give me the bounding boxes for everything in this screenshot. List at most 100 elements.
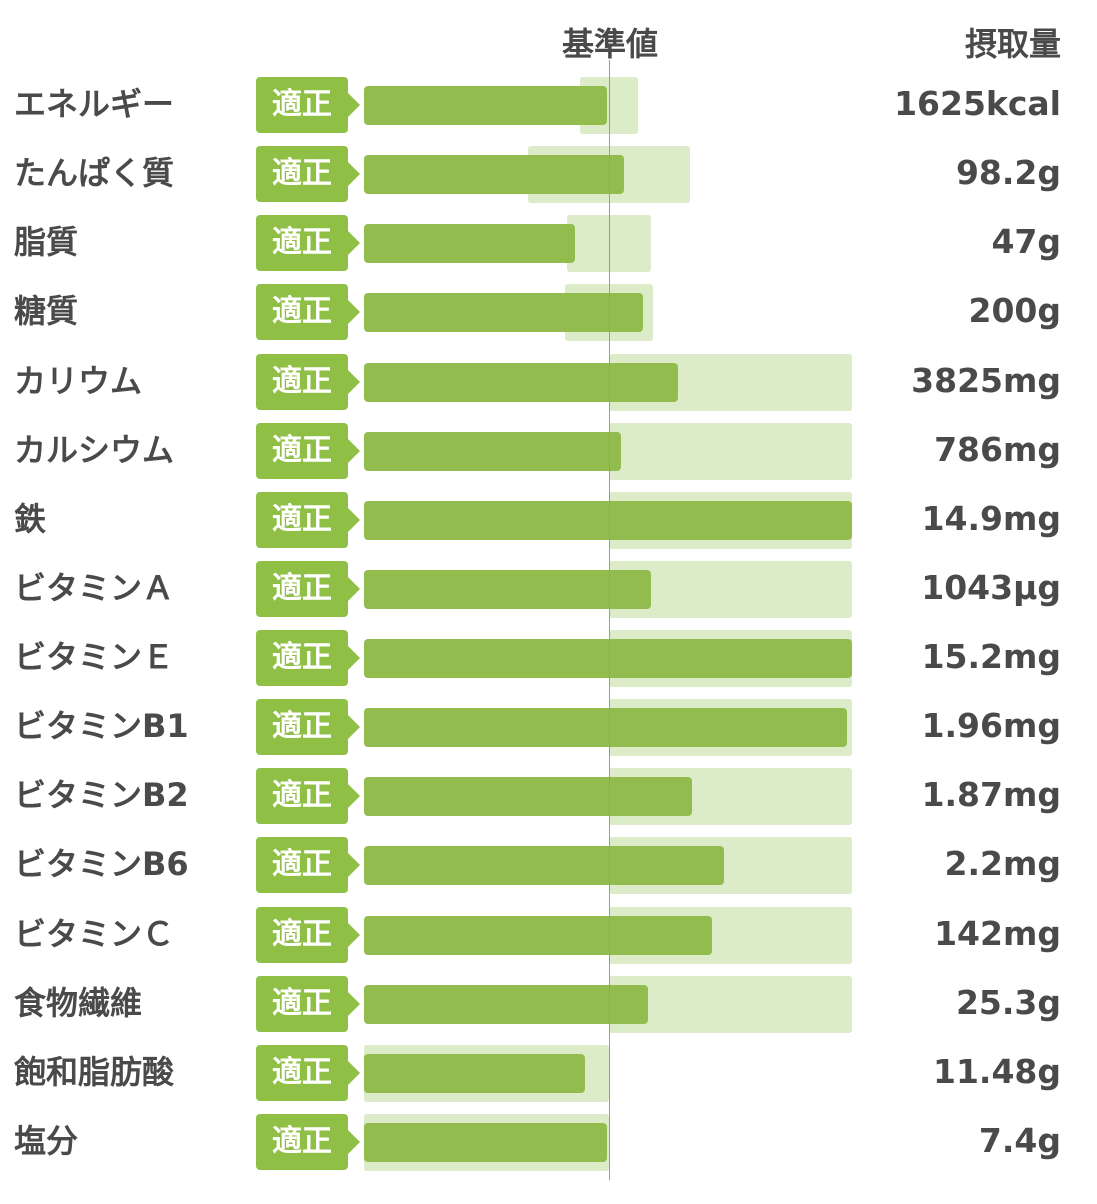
nutrient-label: カルシウム (14, 430, 175, 469)
status-badge-label: 適正 (272, 847, 332, 883)
reference-range-band (609, 975, 852, 1033)
status-badge-label: 適正 (272, 156, 332, 192)
nutrient-row: ビタミンB6 適正 2.2mg (0, 830, 1097, 899)
nutrient-row: 糖質 適正 200g (0, 277, 1097, 346)
status-badge: 適正 (256, 975, 360, 1032)
status-badge-label: 適正 (272, 570, 332, 606)
intake-bar (364, 155, 624, 195)
status-badge-label: 適正 (272, 640, 332, 676)
intake-bar (364, 639, 852, 679)
nutrient-row: ビタミンB1 適正 1.96mg (0, 692, 1097, 761)
intake-value: 2.2mg (944, 844, 1061, 884)
intake-bar (364, 1122, 607, 1162)
status-badge: 適正 (256, 491, 360, 548)
status-badge-label: 適正 (272, 294, 332, 330)
reference-header: 基準値 (561, 25, 658, 63)
status-badge: 適正 (256, 77, 360, 133)
status-badge: 適正 (256, 146, 360, 203)
reference-range-band (609, 422, 852, 480)
intake-value: 1043µg (921, 567, 1061, 607)
nutrient-label: たんぱく質 (14, 154, 175, 193)
status-badge: 適正 (256, 630, 360, 687)
intake-value: 1625kcal (894, 84, 1061, 123)
intake-value: 15.2mg (921, 637, 1061, 677)
nutrient-label: 塩分 (14, 1121, 79, 1160)
status-badge-label: 適正 (272, 916, 332, 952)
status-badge-label: 適正 (272, 363, 332, 399)
status-badge-label: 適正 (272, 778, 332, 814)
status-badge: 適正 (256, 906, 360, 963)
intake-value: 11.48g (932, 1051, 1061, 1091)
intake-value: 7.4g (978, 1120, 1061, 1160)
intake-bar (364, 86, 607, 125)
nutrient-row: 塩分 適正 7.4g (0, 1107, 1097, 1176)
reference-line (609, 60, 610, 1180)
intake-value: 3825mg (911, 360, 1061, 400)
intake-bar (364, 362, 678, 402)
status-badge-label: 適正 (272, 985, 332, 1021)
status-badge: 適正 (256, 768, 360, 825)
nutrient-label: ビタミンＡ (14, 568, 175, 607)
reference-range-band (567, 215, 651, 273)
status-badge: 適正 (256, 215, 360, 272)
nutrient-label: 飽和脂肪酸 (14, 1052, 175, 1091)
status-badge: 適正 (256, 837, 360, 894)
nutrient-label: 脂質 (14, 223, 79, 262)
nutrient-label: 食物繊維 (14, 983, 143, 1022)
nutrient-row: ビタミンＡ 適正 1043µg (0, 554, 1097, 623)
status-badge: 適正 (256, 1044, 360, 1101)
nutrient-label: ビタミンＣ (14, 914, 175, 953)
status-badge-label: 適正 (272, 709, 332, 745)
intake-bar (364, 293, 644, 333)
intake-value: 142mg (934, 913, 1061, 953)
intake-value: 98.2g (955, 153, 1061, 193)
intake-value: 1.87mg (921, 775, 1061, 815)
status-badge-label: 適正 (272, 501, 332, 537)
status-badge: 適正 (256, 353, 360, 410)
intake-bar (364, 1053, 585, 1093)
nutrient-label: ビタミンB2 (14, 776, 189, 815)
nutrient-row: たんぱく質 適正 98.2g (0, 139, 1097, 208)
intake-header: 摂取量 (964, 25, 1061, 63)
intake-bar (364, 431, 622, 471)
nutrient-row: ビタミンB2 適正 1.87mg (0, 761, 1097, 830)
intake-bar (364, 708, 847, 748)
nutrient-row: 鉄 適正 14.9mg (0, 485, 1097, 554)
nutrient-label: 糖質 (14, 292, 79, 331)
intake-bar (364, 846, 725, 886)
nutrient-label: カリウム (14, 361, 143, 400)
status-badge: 適正 (256, 422, 360, 479)
status-badge-label: 適正 (272, 225, 332, 261)
intake-bar (364, 569, 651, 609)
status-badge-label: 適正 (272, 1054, 332, 1090)
intake-bar (364, 915, 712, 955)
intake-value: 25.3g (955, 982, 1061, 1022)
intake-bar (364, 224, 575, 264)
intake-value: 200g (968, 291, 1061, 331)
intake-value: 1.96mg (921, 706, 1061, 746)
nutrient-row: ビタミンＣ 適正 142mg (0, 900, 1097, 969)
nutrient-row: カリウム 適正 3825mg (0, 347, 1097, 416)
status-badge-label: 適正 (272, 432, 332, 468)
status-badge: 適正 (256, 699, 360, 756)
status-badge: 適正 (256, 284, 360, 341)
nutrient-label: エネルギー (14, 85, 175, 123)
intake-value: 47g (991, 222, 1061, 262)
status-badge: 適正 (256, 560, 360, 617)
intake-bar (364, 777, 693, 817)
intake-value: 786mg (934, 429, 1061, 469)
status-badge-label: 適正 (272, 1123, 332, 1159)
status-badge-label: 適正 (272, 87, 332, 122)
nutrient-label: ビタミンB6 (14, 845, 189, 884)
nutrient-label: ビタミンＥ (14, 638, 175, 677)
status-badge: 適正 (256, 1113, 360, 1170)
nutrient-row: ビタミンＥ 適正 15.2mg (0, 623, 1097, 692)
nutrient-row: カルシウム 適正 786mg (0, 416, 1097, 485)
nutrient-row: 脂質 適正 47g (0, 208, 1097, 277)
nutrient-row: エネルギー 適正 1625kcal (0, 70, 1097, 139)
nutrient-row: 飽和脂肪酸 適正 11.48g (0, 1038, 1097, 1107)
nutrient-row: 食物繊維 適正 25.3g (0, 969, 1097, 1038)
nutrient-label: ビタミンB1 (14, 707, 189, 746)
intake-bar (364, 500, 852, 540)
